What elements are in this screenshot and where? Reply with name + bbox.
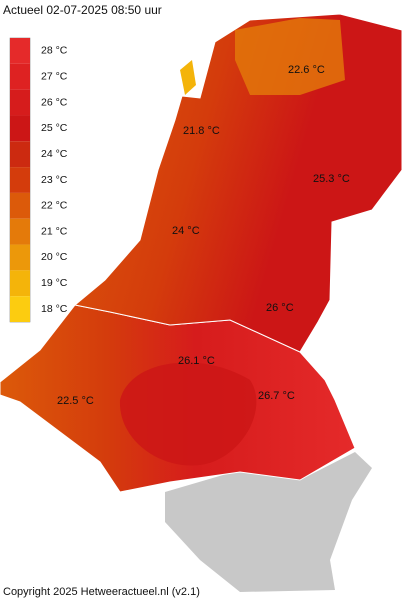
temperature-label: 26 °C (266, 302, 294, 314)
legend-label: 28 °C (41, 45, 68, 57)
legend-label: 18 °C (41, 303, 68, 315)
legend-swatch (10, 270, 30, 297)
copyright: Copyright 2025 Hetweeractueel.nl (v2.1) (3, 586, 200, 598)
legend-label: 21 °C (41, 225, 68, 237)
island-zone (180, 60, 196, 95)
legend-swatch (10, 89, 30, 116)
temperature-label: 22.5 °C (57, 395, 94, 407)
legend-swatch (10, 244, 30, 271)
map-title: Actueel 02-07-2025 08:50 uur (3, 3, 162, 17)
northeast-zone (235, 18, 345, 95)
temperature-label: 25.3 °C (313, 173, 350, 185)
legend-swatch (10, 38, 30, 64)
temperature-label: 21.8 °C (183, 125, 220, 137)
luxembourg-france-area (165, 452, 372, 592)
legend-label: 26 °C (41, 96, 68, 108)
legend-label: 22 °C (41, 200, 68, 212)
legend-swatch (10, 218, 30, 245)
legend-swatch (10, 296, 30, 322)
temperature-label: 26.7 °C (258, 390, 295, 402)
legend-swatch (10, 115, 30, 142)
legend-label: 25 °C (41, 122, 68, 134)
warm-core (119, 362, 257, 466)
legend-label: 20 °C (41, 251, 68, 263)
legend-swatch (10, 63, 30, 90)
temperature-label: 26.1 °C (178, 355, 215, 367)
legend-label: 23 °C (41, 174, 68, 186)
legend-swatch (10, 141, 30, 168)
legend-label: 24 °C (41, 148, 68, 160)
legend-label: 27 °C (41, 71, 68, 83)
netherlands (73, 13, 403, 353)
legend-swatch (10, 192, 30, 219)
legend-label: 19 °C (41, 277, 68, 289)
temperature-label: 24 °C (172, 225, 200, 237)
legend-swatch (10, 167, 30, 193)
temperature-label: 22.6 °C (288, 64, 325, 76)
